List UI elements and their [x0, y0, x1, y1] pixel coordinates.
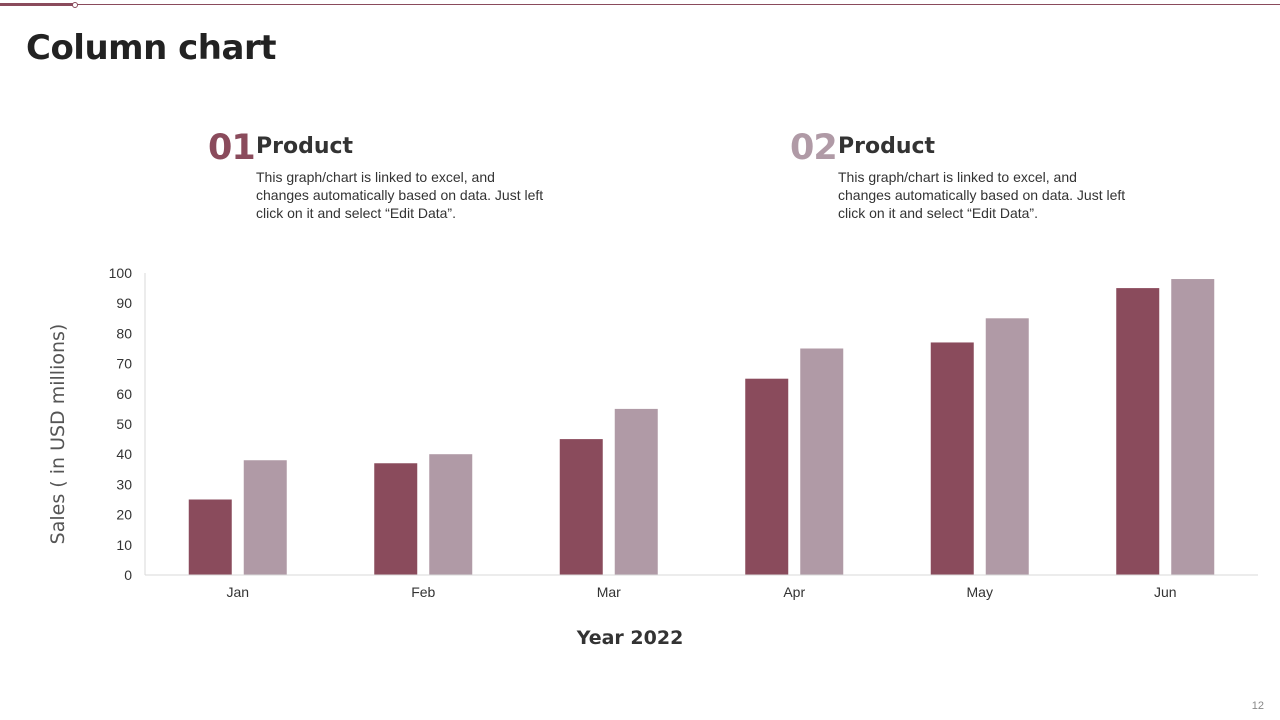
bar-jan-series-2	[243, 460, 287, 575]
y-tick-label: 90	[116, 295, 132, 311]
page-number: 12	[1251, 700, 1264, 712]
bar-series	[188, 279, 1215, 575]
y-tick-label: 20	[116, 507, 132, 523]
product-title: Product	[256, 134, 354, 159]
x-tick-label: May	[967, 584, 993, 600]
y-tick-label: 70	[116, 356, 132, 372]
bar-jan-series-1	[188, 499, 232, 575]
bar-apr-series-2	[800, 348, 844, 575]
product-description: This graph/chart is linked to excel, and…	[256, 169, 544, 221]
y-tick-label: 30	[116, 476, 132, 492]
bar-feb-series-1	[374, 463, 418, 575]
y-axis-ticks: 0 10 20 30 40 50 60 70 80 90 100	[109, 265, 133, 583]
top-accent-bar	[0, 3, 74, 6]
y-axis-title: Sales ( in USD millions)	[47, 324, 69, 545]
column-chart: 0 10 20 30 40 50 60 70 80 90 100 Jan Feb Mar Apr May Ju…	[47, 265, 1258, 649]
page-title: Column chart	[26, 28, 276, 68]
y-tick-label: 10	[116, 537, 132, 553]
product-number: 01	[208, 128, 256, 168]
bar-jun-series-2	[1171, 279, 1215, 575]
y-tick-label: 0	[124, 567, 132, 583]
product-title: Product	[838, 134, 936, 159]
bar-apr-series-1	[745, 378, 789, 575]
x-axis-title: Year 2022	[576, 627, 684, 649]
y-tick-label: 40	[116, 446, 132, 462]
bar-may-series-1	[930, 342, 974, 575]
x-axis-ticks: Jan Feb Mar Apr May Jun	[226, 584, 1176, 600]
x-tick-label: Jun	[1154, 584, 1177, 600]
top-accent-dot	[72, 2, 78, 8]
x-tick-label: Apr	[783, 584, 805, 600]
product-number: 02	[790, 128, 838, 168]
y-tick-label: 100	[109, 265, 133, 281]
y-tick-label: 60	[116, 386, 132, 402]
product-block-01: 01 Product This graph/chart is linked to…	[208, 128, 548, 228]
y-tick-label: 50	[116, 416, 132, 432]
product-block-02: 02 Product This graph/chart is linked to…	[790, 128, 1130, 228]
product-description: This graph/chart is linked to excel, and…	[838, 169, 1126, 221]
bar-mar-series-2	[614, 408, 658, 575]
y-tick-label: 80	[116, 325, 132, 341]
x-tick-label: Jan	[226, 584, 249, 600]
x-tick-label: Mar	[597, 584, 621, 600]
bar-may-series-2	[985, 318, 1029, 575]
top-rule	[0, 4, 1280, 5]
bar-feb-series-2	[429, 454, 473, 575]
x-tick-label: Feb	[411, 584, 435, 600]
bar-mar-series-1	[559, 439, 603, 575]
bar-jun-series-1	[1116, 288, 1160, 575]
